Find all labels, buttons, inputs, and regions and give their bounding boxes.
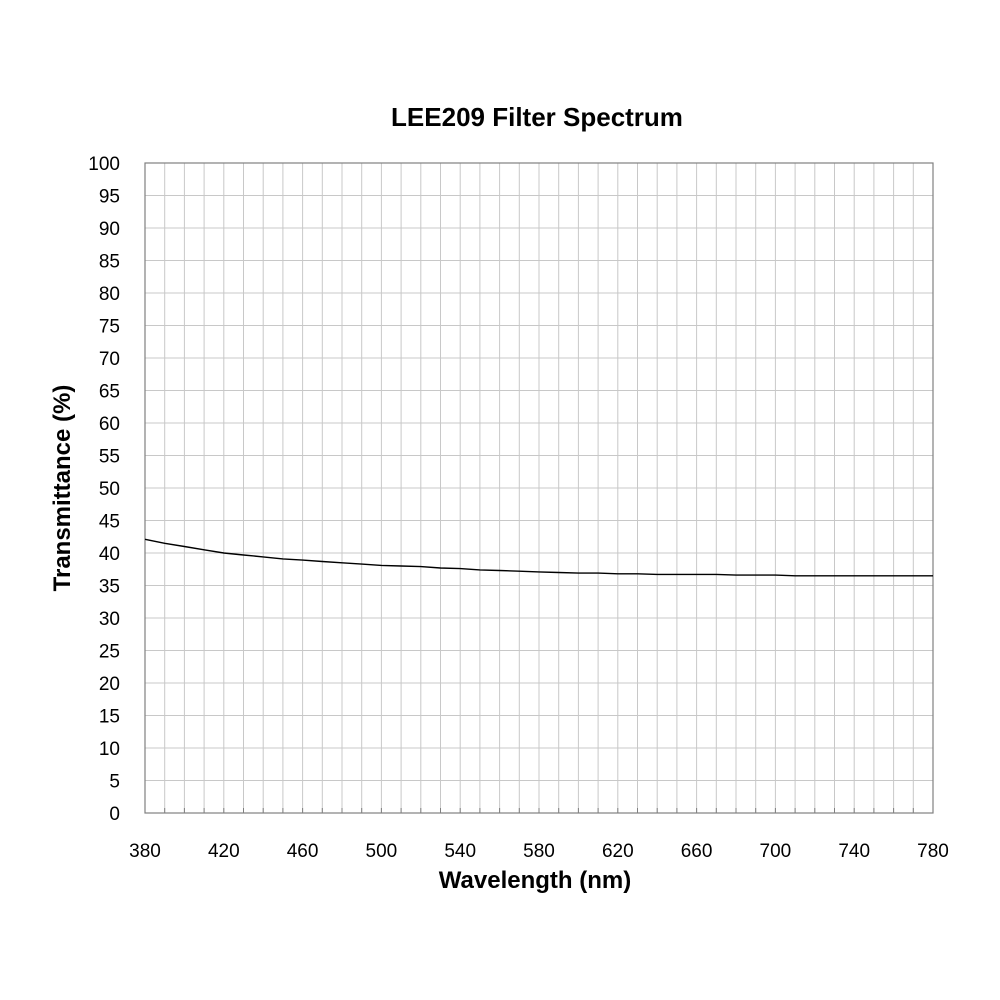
series-layer (144, 538, 933, 577)
y-tick-label: 0 (109, 804, 120, 825)
y-tick-label: 95 (99, 187, 120, 208)
chart-title: LEE209 Filter Spectrum (391, 102, 683, 132)
y-tick-label: 40 (99, 544, 120, 565)
y-tick-label: 5 (109, 772, 120, 793)
x-axis-tick-labels: 380 420 460 500 540 580 620 660 700 740 780 (129, 841, 949, 862)
x-tick-label: 500 (366, 841, 398, 862)
y-tick-label: 90 (99, 219, 120, 240)
x-tick-label: 780 (917, 841, 949, 862)
y-tick-label: 100 (88, 154, 120, 175)
x-tick-label: 420 (208, 841, 240, 862)
axis-ticks (144, 808, 934, 813)
y-tick-label: 15 (99, 707, 120, 728)
y-tick-label: 80 (99, 284, 120, 305)
x-tick-label: 740 (838, 841, 870, 862)
x-tick-label: 540 (444, 841, 476, 862)
y-tick-label: 20 (99, 674, 120, 695)
y-tick-label: 65 (99, 382, 120, 403)
y-tick-label: 60 (99, 414, 120, 435)
y-tick-label: 85 (99, 252, 120, 273)
y-tick-label: 55 (99, 447, 120, 468)
x-tick-label: 380 (129, 841, 161, 862)
y-tick-label: 70 (99, 349, 120, 370)
y-axis-label: Transmittance (%) (49, 385, 76, 592)
y-tick-label: 10 (99, 739, 120, 760)
y-axis-tick-labels: 0 5 10 15 20 25 30 35 40 45 50 55 60 65 70 75 80 85 90 95 10… (88, 154, 120, 825)
y-tick-label: 75 (99, 317, 120, 338)
x-tick-label: 660 (681, 841, 713, 862)
y-tick-label: 30 (99, 609, 120, 630)
x-tick-label: 460 (287, 841, 319, 862)
x-tick-label: 620 (602, 841, 634, 862)
y-tick-label: 35 (99, 577, 120, 598)
plot-area (144, 162, 934, 814)
y-tick-label: 25 (99, 642, 120, 663)
grid (145, 163, 933, 813)
y-tick-label: 45 (99, 512, 120, 533)
x-tick-label: 580 (523, 841, 555, 862)
y-tick-label: 50 (99, 479, 120, 500)
series-line (144, 538, 933, 577)
x-axis-label: Wavelength (nm) (439, 867, 631, 894)
x-tick-label: 700 (760, 841, 792, 862)
